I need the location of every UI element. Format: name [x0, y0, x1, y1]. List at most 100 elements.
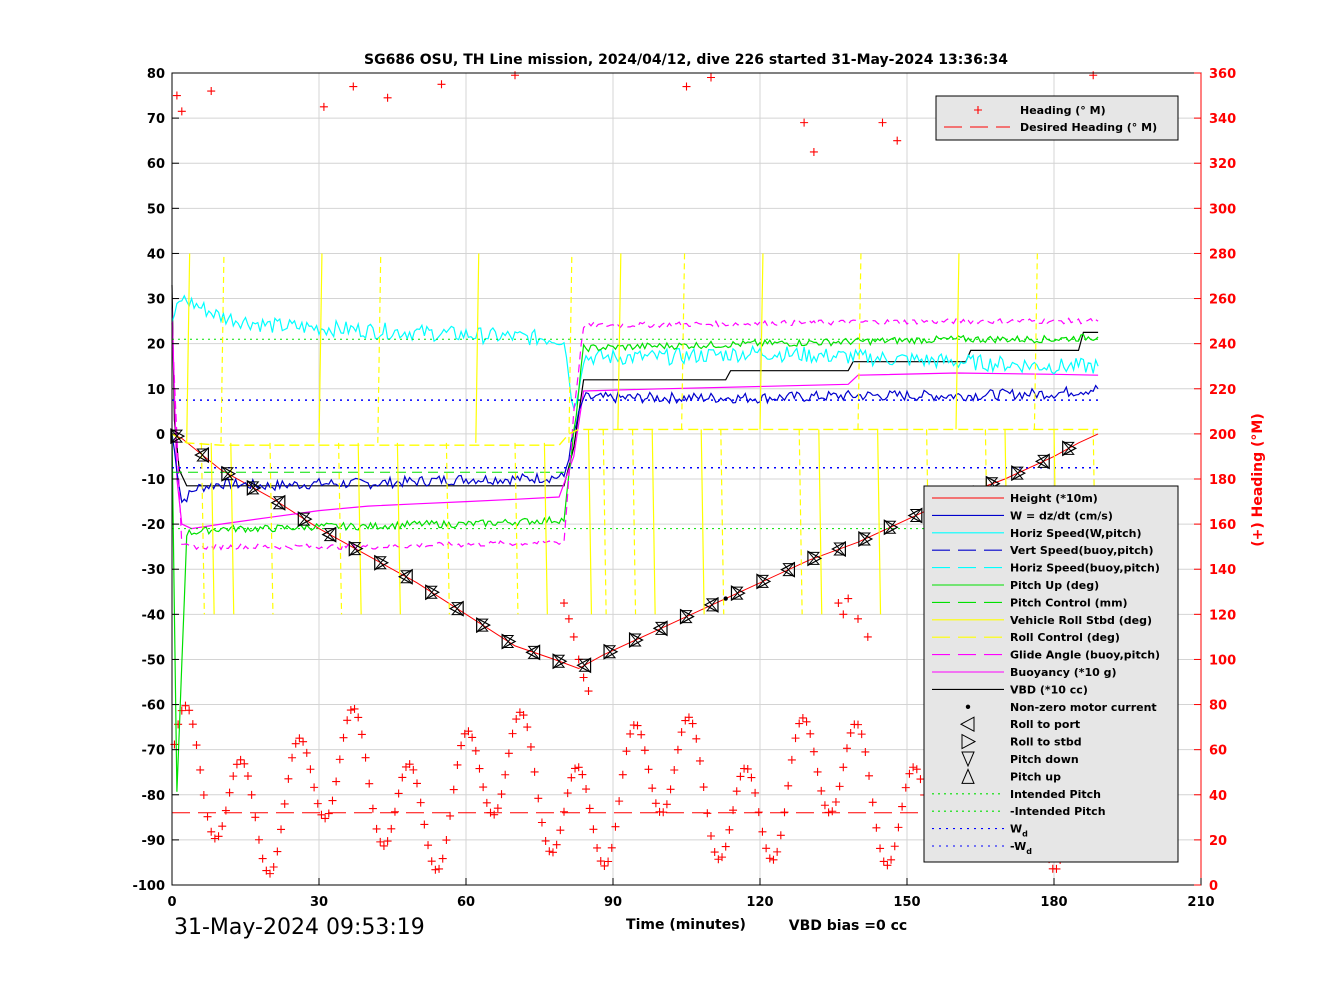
roll-stbd-marker	[730, 585, 746, 602]
heading-marker	[218, 822, 227, 831]
heading-marker	[258, 854, 267, 863]
heading-marker	[376, 837, 385, 846]
vbd-bias-note: VBD bias =0 cc	[789, 918, 907, 934]
heading-marker	[313, 799, 322, 808]
heading-marker	[405, 760, 414, 769]
pitch-up-marker	[629, 633, 642, 647]
roll-port-marker	[907, 507, 923, 524]
heading-marker	[383, 837, 392, 846]
heading-marker	[699, 783, 708, 792]
y2-tick-label: 300	[1209, 202, 1236, 217]
pitch-down-marker	[400, 570, 413, 584]
legend-stbd-swatch	[961, 733, 977, 750]
y2-tick-label: 60	[1209, 744, 1227, 759]
legend-port-swatch	[959, 716, 975, 733]
heading-marker	[787, 755, 796, 764]
roll-spike	[587, 429, 593, 615]
heading-marker	[831, 798, 840, 806]
roll-spike	[543, 442, 548, 615]
legend-main-entry: Pitch down	[1010, 753, 1079, 766]
roll-spike	[798, 429, 803, 615]
roll-port-marker	[194, 446, 209, 463]
heading-marker	[1052, 864, 1061, 873]
heading-marker	[390, 807, 399, 816]
roll-stbd-marker	[476, 617, 491, 634]
legend-main-entry: Roll to port	[1010, 718, 1080, 731]
heading-marker	[611, 822, 620, 831]
heading-marker	[471, 746, 480, 755]
pitch-down-marker	[527, 645, 540, 659]
heading-marker	[688, 719, 697, 728]
legend-subscript: d	[1022, 830, 1028, 839]
roll-spike	[617, 253, 622, 430]
y2-tick-label: 0	[1209, 879, 1218, 894]
heading-marker	[490, 810, 499, 819]
heading-marker	[530, 767, 539, 776]
heading-marker	[751, 788, 760, 797]
heading-marker	[339, 733, 348, 742]
heading-marker	[916, 775, 925, 784]
heading-marker	[438, 854, 447, 863]
pitch-up-marker	[858, 532, 871, 546]
legend-main-entry: Pitch Control (mm)	[1010, 596, 1128, 609]
roll-stbd-marker	[552, 653, 568, 670]
heading-marker	[758, 827, 767, 836]
legend-pitchdown-swatch	[961, 751, 975, 768]
series-layer	[171, 253, 1099, 814]
y-tick-label: 0	[156, 428, 165, 443]
roll-port-marker	[780, 561, 796, 578]
roll-spike	[200, 442, 205, 615]
heading-marker	[387, 824, 396, 833]
y-tick-label: 30	[147, 293, 165, 308]
legend-pitchup-swatch	[961, 768, 975, 784]
y-tick-label: 60	[147, 157, 165, 172]
chart-title: SG686 OSU, TH Line mission, 2024/04/12, …	[364, 52, 1008, 68]
heading-marker	[846, 728, 855, 737]
y-tick-label: 70	[147, 112, 165, 127]
legend-main-entry: Roll Control (deg)	[1010, 631, 1120, 644]
roll-spike	[818, 429, 823, 615]
heading-marker	[842, 744, 851, 753]
heading-marker	[677, 728, 686, 737]
roll-port-marker	[576, 657, 592, 674]
heading-marker	[328, 796, 337, 805]
pitch-up-marker	[603, 645, 617, 659]
heading-marker	[863, 632, 872, 641]
heading-marker	[633, 721, 642, 730]
pitch-up-marker	[909, 509, 922, 523]
pitch-up-marker	[680, 610, 693, 624]
heading-marker	[383, 93, 392, 102]
x-tick-label: 150	[893, 895, 920, 910]
heading-marker	[207, 87, 216, 96]
legend-main-entry: Roll to stbd	[1010, 736, 1082, 749]
legend-main-entry: Pitch up	[1010, 770, 1061, 783]
legend-main-entry: -Intended Pitch	[1010, 805, 1106, 818]
heading-marker	[199, 790, 208, 799]
roll-spike	[514, 442, 519, 615]
heading-marker	[545, 847, 554, 856]
heading-marker	[684, 713, 693, 722]
heading-marker	[247, 790, 256, 799]
heading-marker	[181, 701, 190, 710]
heading-marker	[365, 779, 374, 788]
legend-main-entry: Glide Angle (buoy,pitch)	[1010, 649, 1160, 662]
roll-stbd-marker	[374, 554, 390, 571]
heading-marker	[394, 789, 403, 798]
heading-marker	[251, 813, 260, 822]
heading-marker	[280, 799, 289, 808]
heading-marker	[732, 787, 741, 796]
heading-marker	[207, 827, 216, 836]
roll-stbd-marker	[501, 633, 517, 650]
heading-marker	[765, 854, 774, 863]
heading-marker	[564, 614, 573, 623]
heading-marker	[817, 786, 826, 795]
series-line	[171, 317, 1099, 551]
heading-marker	[350, 704, 359, 713]
heading-marker	[431, 865, 440, 874]
roll-stbd-marker	[170, 428, 186, 445]
heading-marker	[192, 741, 201, 750]
heading-marker	[865, 771, 874, 780]
heading-marker	[291, 739, 300, 748]
roll-spike	[186, 253, 191, 443]
roll-spike	[357, 442, 362, 615]
